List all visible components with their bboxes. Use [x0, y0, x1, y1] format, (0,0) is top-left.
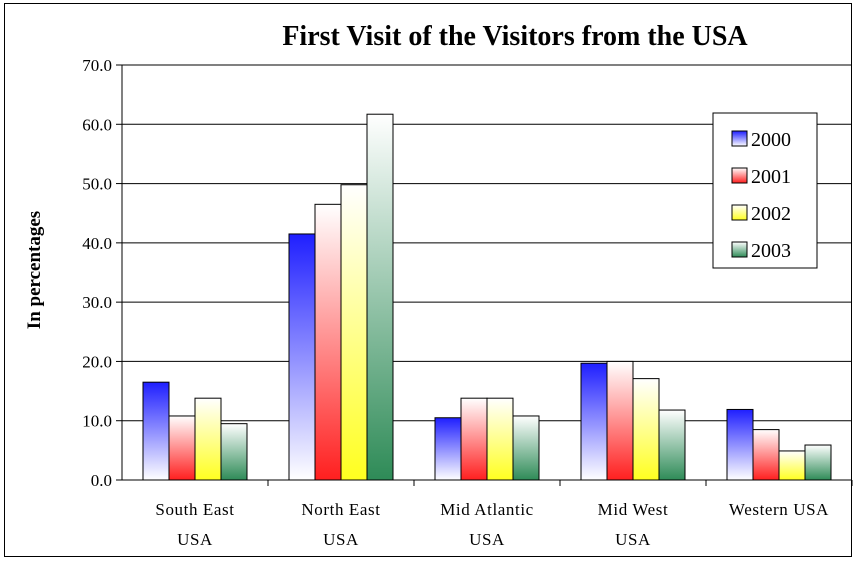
y-tick-label: 20.0 — [82, 352, 112, 371]
y-tick-label: 50.0 — [82, 175, 112, 194]
legend-label-2002: 2002 — [751, 203, 791, 225]
bar-2002-3 — [632, 378, 660, 481]
bar-2002-4 — [778, 450, 806, 481]
bar-2003-4 — [804, 444, 832, 481]
chart-title: First Visit of the Visitors from the USA — [282, 21, 748, 52]
x-tick-label: USA — [615, 530, 651, 549]
y-tick-label: 30.0 — [82, 293, 112, 312]
legend-label-2000: 2000 — [751, 129, 791, 151]
bar-2001-3 — [606, 360, 634, 481]
x-tick-label: Mid Atlantic — [440, 500, 534, 519]
y-tick-label: 10.0 — [82, 412, 112, 431]
bar-2000-3 — [580, 362, 608, 481]
bar-2000-0 — [142, 381, 170, 481]
x-tick-label: South East — [155, 500, 234, 519]
bar-2001-2 — [460, 397, 488, 481]
bar-2003-3 — [658, 409, 686, 481]
x-tick-label: Mid West — [598, 500, 669, 519]
y-tick-label: 70.0 — [82, 56, 112, 75]
bar-2001-4 — [752, 429, 780, 481]
x-tick-label: USA — [177, 530, 213, 549]
bar-2001-1 — [314, 203, 342, 481]
legend-box — [712, 112, 818, 269]
x-tick-label: USA — [469, 530, 505, 549]
bar-2001-0 — [168, 415, 196, 481]
legend-label-2003: 2003 — [751, 240, 791, 262]
y-tick-label: 40.0 — [82, 234, 112, 253]
legend-swatch-2003 — [731, 241, 748, 258]
bar-2003-0 — [220, 423, 248, 481]
y-tick-label: 60.0 — [82, 115, 112, 134]
legend-swatch-2001 — [731, 167, 748, 184]
x-tick-label: North East — [301, 500, 380, 519]
legend-label-2001: 2001 — [751, 166, 791, 188]
bar-2000-4 — [726, 408, 754, 481]
bar-2002-0 — [194, 397, 222, 481]
legend-swatch-2002 — [731, 204, 748, 221]
bar-2000-1 — [288, 233, 316, 481]
legend-swatch-2000 — [731, 130, 748, 147]
bar-2000-2 — [434, 417, 462, 481]
x-tick-label: USA — [323, 530, 359, 549]
bar-2002-2 — [486, 397, 514, 481]
bar-2003-1 — [366, 113, 394, 481]
bar-2002-1 — [340, 184, 368, 481]
y-tick-label: 0.0 — [91, 471, 112, 490]
x-tick-label: Western USA — [729, 500, 829, 519]
bar-2003-2 — [512, 415, 540, 481]
y-axis-label: In percentages — [24, 211, 45, 329]
